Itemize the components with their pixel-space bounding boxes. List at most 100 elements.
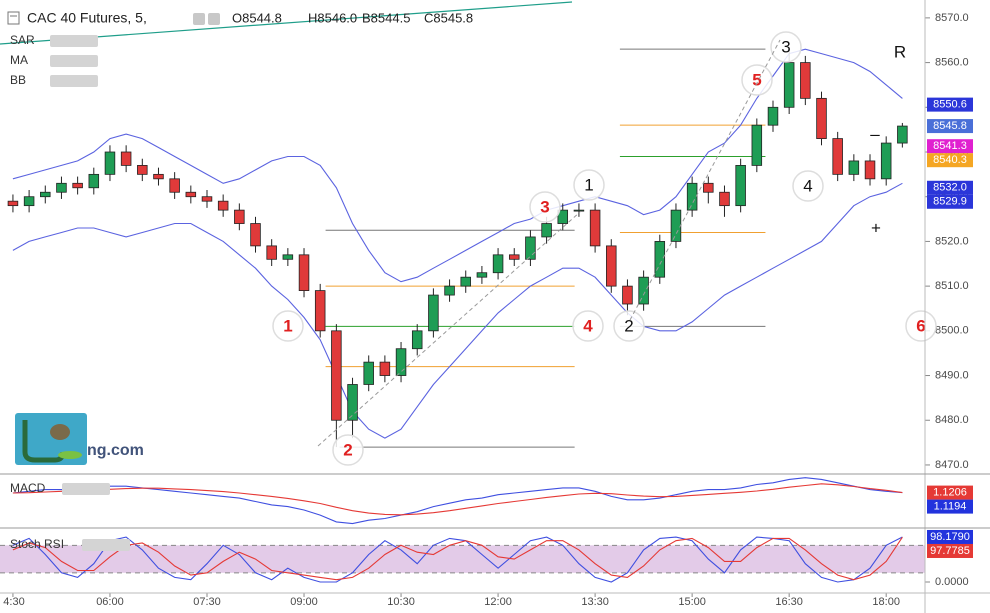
wave-circle	[905, 310, 937, 342]
indicator-label[interactable]: MA	[10, 53, 28, 67]
price-tag	[927, 119, 973, 134]
candle-body	[395, 348, 407, 376]
wave-circle	[272, 310, 304, 342]
plot-layer: 4:30 06:00 07:30 09:00 10:30 12:00 13:30 15:00 1…	[3, 12, 973, 608]
wave-label: 4	[583, 316, 593, 335]
candle-body	[508, 254, 520, 260]
wave-label: 1	[283, 316, 292, 335]
wave-label: 3	[540, 197, 549, 216]
wave-circle	[770, 31, 802, 63]
indicator-button[interactable]	[50, 55, 98, 67]
wave-circle	[613, 310, 645, 342]
y-tick-label: 8570.0	[935, 12, 969, 24]
candle-body	[217, 200, 229, 211]
candle-body	[783, 62, 795, 108]
indicator-button[interactable]	[82, 539, 130, 551]
wave-label: 4	[803, 176, 812, 195]
indicator-label[interactable]: SAR	[10, 33, 35, 47]
indicator-label[interactable]: MACD	[10, 481, 46, 495]
candle-body	[800, 62, 811, 99]
candle-body	[234, 209, 245, 224]
indicator-line	[12, 536, 903, 581]
y-tick-label: 8510.0	[935, 280, 969, 292]
y-tick-label: 8520.0	[935, 235, 969, 247]
candle-body	[864, 160, 876, 180]
collapse-icon[interactable]	[7, 11, 20, 25]
visibility-button[interactable]	[208, 13, 220, 25]
y-tick-label: 8490.0	[935, 369, 969, 381]
header-buttons[interactable]	[193, 13, 220, 25]
candle-body	[201, 196, 213, 202]
candle-body	[880, 142, 892, 180]
candle-body	[848, 160, 860, 175]
candle-body	[282, 254, 294, 260]
candle-body	[120, 151, 132, 166]
price-tag	[927, 97, 973, 112]
price-tag	[927, 485, 973, 500]
y-tick-label: 8500.0	[935, 325, 969, 337]
wave-label: +	[871, 218, 881, 237]
indicator-label[interactable]: Stoch RSI	[10, 537, 64, 551]
candle-body	[72, 182, 83, 189]
x-tick-label: 15:00	[678, 596, 706, 608]
candle-body	[719, 191, 730, 207]
bollinger-band	[12, 182, 903, 439]
ohlc-close: C8545.8	[424, 10, 473, 25]
channel-line	[317, 211, 581, 447]
candle-body	[476, 272, 488, 278]
candle-body	[298, 254, 310, 291]
candle-body	[185, 191, 197, 198]
price-tag-label: 8550.6	[933, 99, 967, 111]
candle-body	[428, 294, 439, 332]
price-tag-label: 8545.8	[933, 120, 967, 132]
candle-body	[654, 241, 666, 278]
watermark: ng.com	[87, 442, 144, 459]
indicator-buttons[interactable]	[50, 35, 130, 551]
candle-body	[606, 245, 617, 287]
candle-body	[767, 106, 779, 126]
symbol-title: CAC 40 Futures, 5,	[27, 10, 147, 26]
candle-body	[573, 209, 585, 212]
candle-body	[169, 178, 180, 193]
candle-body	[832, 138, 843, 175]
candle-body	[686, 182, 698, 211]
ohlc-open: O8544.8	[232, 10, 282, 25]
x-tick-label: 06:00	[96, 596, 124, 608]
wave-label: 5	[752, 70, 761, 89]
candle-body	[379, 361, 391, 376]
candle-body	[751, 124, 763, 166]
candle-body	[670, 209, 682, 242]
channel-line	[629, 39, 781, 321]
candle-body	[88, 173, 100, 189]
x-tick-label: 13:30	[581, 596, 609, 608]
indicator-line	[12, 536, 903, 583]
wave-circle	[573, 169, 605, 201]
indicator-label[interactable]: BB	[10, 73, 26, 87]
price-tag	[927, 543, 973, 558]
indicator-button[interactable]	[62, 483, 110, 495]
price-tag	[927, 153, 973, 168]
wave-label: 3	[781, 37, 790, 56]
candle-body	[525, 236, 536, 260]
price-tag-label: 1.1194	[934, 500, 967, 512]
candle-body	[557, 209, 569, 224]
x-tick-label: 4:30	[3, 596, 24, 608]
price-tag	[927, 194, 973, 209]
candle-body	[314, 290, 326, 332]
x-tick-label: 10:30	[387, 596, 415, 608]
wave-label: 2	[343, 440, 352, 459]
wave-circle	[572, 310, 604, 342]
candle-body	[104, 151, 116, 175]
y-tick-label: 8480.0	[935, 414, 969, 426]
wave-circle	[332, 434, 364, 466]
price-tag	[927, 139, 973, 154]
candle-body	[589, 209, 601, 247]
candle-body	[460, 276, 471, 287]
indicator-button[interactable]	[50, 35, 98, 47]
settings-button[interactable]	[193, 13, 205, 25]
wave-circle	[741, 64, 773, 96]
candle-body	[622, 285, 633, 305]
candle-body	[137, 165, 148, 175]
price-tag-label: 8529.9	[933, 196, 967, 208]
indicator-button[interactable]	[50, 75, 98, 87]
